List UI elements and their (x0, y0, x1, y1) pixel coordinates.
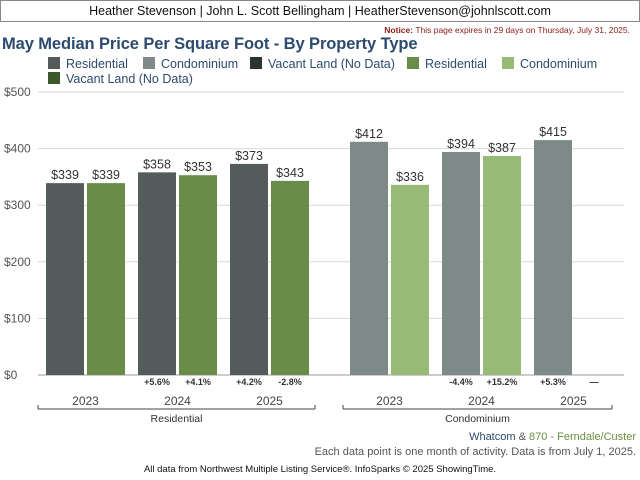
bar (483, 155, 521, 375)
y-tick-label: $500 (4, 85, 31, 99)
agent-header-bar: Heather Stevenson | John L. Scott Bellin… (0, 0, 640, 22)
legend-label: Condominium (161, 57, 239, 71)
bar (46, 183, 84, 375)
bar (391, 184, 429, 375)
market-area-label: Whatcom & 870 - Ferndale/Custer (469, 431, 636, 443)
x-tick-label: 2024 (468, 394, 495, 408)
data-source: All data from Northwest Multiple Listing… (143, 464, 497, 475)
bar-value-label: $339 (51, 168, 79, 182)
x-tick-label: 2023 (376, 394, 403, 408)
legend-label: Residential (425, 57, 487, 71)
legend-label: Vacant Land (No Data) (268, 57, 395, 71)
change-label: -2.8% (278, 377, 302, 387)
bar-value-label: $373 (235, 149, 263, 163)
bar (350, 141, 388, 375)
change-label: — (590, 377, 599, 387)
legend-swatch-vacant-land-alt (48, 72, 60, 84)
bar-value-label: $412 (355, 127, 383, 141)
bar (271, 180, 309, 375)
change-label: +4.2% (236, 377, 262, 387)
bar (230, 163, 268, 375)
legend-swatch-vacant-land (250, 57, 262, 69)
legend-swatch-residential-alt (407, 57, 419, 69)
change-label: -4.4% (449, 377, 473, 387)
area-name: 870 - Ferndale/Custer (529, 431, 636, 443)
change-label: +5.3% (540, 377, 566, 387)
bar (138, 172, 176, 375)
group-label: Condominium (445, 413, 510, 425)
region-name: Whatcom (469, 431, 516, 443)
bar-value-label: $394 (447, 137, 475, 151)
chart-title: May Median Price Per Square Foot - By Pr… (2, 35, 418, 53)
bar-value-label: $358 (143, 157, 171, 171)
change-label: +4.1% (185, 377, 211, 387)
bar (442, 151, 480, 375)
amp-separator: & (518, 431, 526, 443)
expiry-notice: Notice: This page expires in 29 days on … (384, 25, 630, 35)
bar-value-label: $387 (488, 141, 516, 155)
legend-swatch-residential (48, 57, 60, 69)
legend-item-vacant-land[interactable]: Vacant Land (No Data) (250, 57, 395, 71)
legend-label: Condominium (520, 57, 598, 71)
bar (87, 183, 125, 375)
legend-item-residential-alt[interactable]: Residential (407, 57, 487, 71)
change-label: +15.2% (487, 377, 518, 387)
legend-item-vacant-land-alt[interactable]: Vacant Land (No Data) (48, 72, 193, 86)
legend-item-condominium[interactable]: Condominium (143, 57, 238, 71)
y-tick-label: $100 (4, 311, 31, 325)
bar (179, 175, 217, 375)
legend-swatch-condominium-alt (502, 57, 514, 69)
notice-label: Notice: (384, 25, 414, 35)
legend-item-condominium-alt[interactable]: Condominium (502, 57, 597, 71)
y-tick-label: $400 (4, 142, 31, 156)
bar-value-label: $336 (396, 170, 424, 184)
group-label: Residential (151, 413, 203, 425)
y-tick-label: $0 (4, 368, 18, 382)
bar-value-label: $343 (276, 166, 304, 180)
x-tick-label: 2025 (560, 394, 587, 408)
bar (534, 140, 572, 375)
x-tick-label: 2025 (256, 394, 283, 408)
legend-swatch-condominium (143, 57, 155, 69)
change-label: +5.6% (144, 377, 170, 387)
bar-value-label: $415 (539, 125, 567, 139)
y-tick-label: $200 (4, 255, 31, 269)
x-tick-label: 2024 (164, 394, 191, 408)
bar-value-label: $339 (92, 168, 120, 182)
y-tick-label: $300 (4, 198, 31, 212)
legend-item-residential[interactable]: Residential (48, 57, 128, 71)
data-note: Each data point is one month of activity… (314, 446, 636, 458)
bar-value-label: $353 (184, 160, 212, 174)
agent-info: Heather Stevenson | John L. Scott Bellin… (89, 4, 551, 18)
legend-label: Residential (66, 57, 128, 71)
x-tick-label: 2023 (72, 394, 99, 408)
notice-text: This page expires in 29 days on Thursday… (415, 25, 630, 35)
legend-label: Vacant Land (No Data) (66, 72, 193, 86)
